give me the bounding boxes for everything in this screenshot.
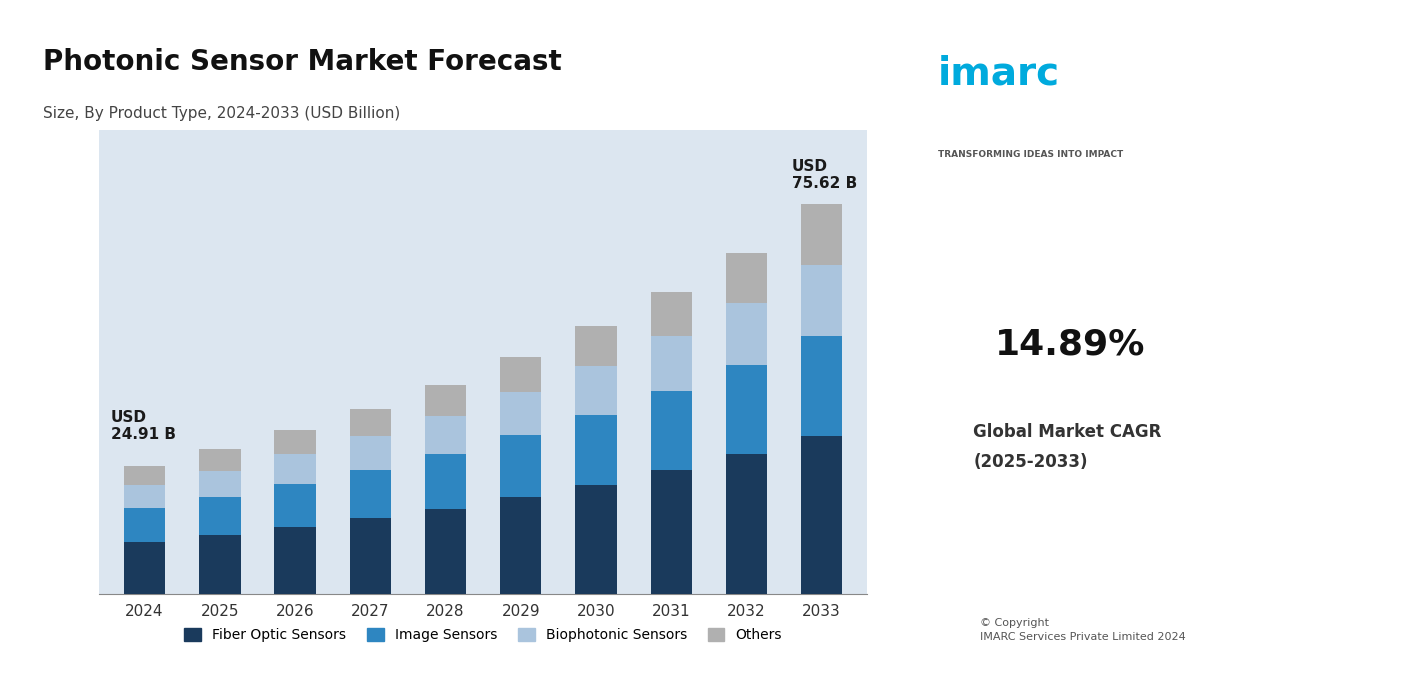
Bar — [576, 415, 617, 485]
Bar — [500, 357, 541, 392]
Bar — [500, 435, 541, 497]
Bar — [801, 204, 843, 265]
Bar — [651, 336, 692, 391]
Bar — [726, 454, 767, 594]
Text: USD
24.91 B: USD 24.91 B — [111, 410, 176, 443]
Bar — [274, 454, 315, 484]
Bar — [651, 471, 692, 594]
Legend: Fiber Optic Sensors, Image Sensors, Biophotonic Sensors, Others: Fiber Optic Sensors, Image Sensors, Biop… — [179, 622, 787, 647]
Bar — [425, 454, 466, 509]
Bar — [199, 497, 240, 535]
Text: USD
75.62 B: USD 75.62 B — [791, 158, 857, 191]
Bar — [651, 391, 692, 471]
Bar — [425, 385, 466, 416]
Bar — [350, 409, 391, 436]
Bar — [124, 508, 165, 542]
Text: Global Market CAGR
(2025-2033): Global Market CAGR (2025-2033) — [973, 423, 1162, 471]
Text: imarc: imarc — [938, 55, 1060, 93]
Bar — [274, 527, 315, 594]
Text: TRANSFORMING IDEAS INTO IMPACT: TRANSFORMING IDEAS INTO IMPACT — [938, 150, 1123, 159]
Bar — [124, 485, 165, 508]
Bar — [726, 303, 767, 365]
Text: Size, By Product Type, 2024-2033 (USD Billion): Size, By Product Type, 2024-2033 (USD Bi… — [43, 106, 399, 121]
Bar — [576, 485, 617, 594]
Bar — [425, 509, 466, 594]
Text: 14.89%: 14.89% — [995, 328, 1145, 362]
Bar — [425, 416, 466, 454]
Bar — [274, 484, 315, 527]
Bar — [801, 265, 843, 335]
Bar — [801, 335, 843, 436]
Bar — [124, 542, 165, 594]
Bar — [726, 253, 767, 303]
Bar — [726, 365, 767, 454]
Bar — [350, 436, 391, 470]
Text: Photonic Sensor Market Forecast: Photonic Sensor Market Forecast — [43, 48, 561, 76]
Bar — [576, 365, 617, 415]
Bar — [500, 497, 541, 594]
Bar — [124, 466, 165, 485]
Bar — [199, 535, 240, 594]
Bar — [350, 518, 391, 594]
Text: © Copyright
IMARC Services Private Limited 2024: © Copyright IMARC Services Private Limit… — [980, 618, 1187, 642]
Bar — [199, 449, 240, 471]
Bar — [500, 392, 541, 435]
Bar — [651, 292, 692, 336]
Bar — [274, 430, 315, 454]
Bar — [199, 471, 240, 497]
Bar — [350, 470, 391, 518]
Bar — [576, 326, 617, 365]
Bar — [801, 436, 843, 594]
